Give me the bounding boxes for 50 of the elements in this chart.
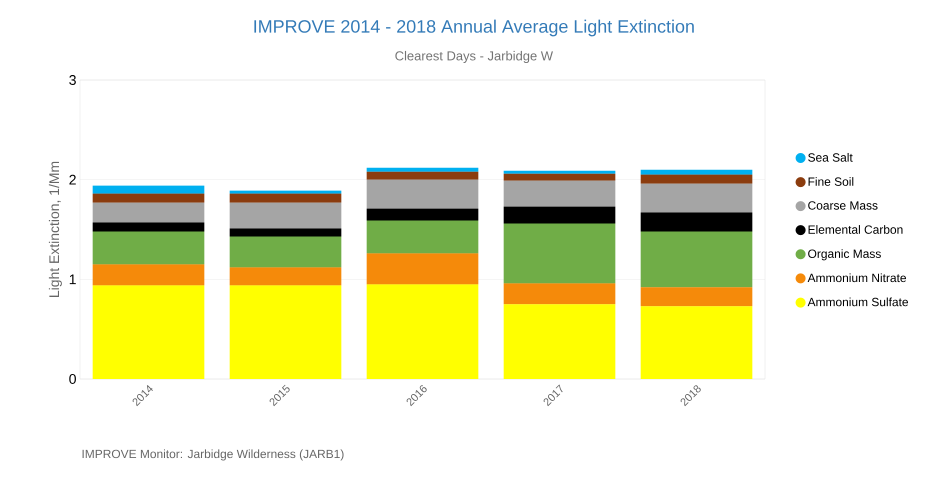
bar [92, 285, 204, 379]
bar [640, 212, 752, 232]
bar [366, 168, 478, 172]
bar [230, 194, 342, 203]
bar [504, 174, 616, 181]
bar [366, 172, 478, 180]
bar [230, 228, 342, 236]
bar [92, 194, 204, 203]
y-tick-label: 0 [69, 374, 76, 384]
legend-label: Ammonium Sulfate [808, 298, 908, 306]
legend-label: Ammonium Nitrate [808, 273, 906, 282]
chart-subtitle: Clearest Days - Jarbidge W [395, 50, 553, 64]
bar [92, 186, 204, 194]
y-tick-label: 1 [70, 274, 76, 284]
bar [92, 202, 204, 223]
legend-label: Sea Salt [808, 152, 853, 162]
bar [504, 170, 616, 174]
legend-label: Organic Mass [808, 249, 881, 260]
bar [504, 180, 616, 207]
bar [504, 304, 616, 379]
legend-label: Coarse Mass [808, 201, 878, 210]
bar [366, 284, 478, 379]
y-tick-label: 3 [69, 75, 76, 85]
legend-label: Fine Soil [808, 177, 854, 186]
legend-label: Elemental Carbon [808, 225, 902, 234]
bar [504, 283, 616, 304]
bar [366, 220, 478, 254]
bar [230, 202, 342, 229]
bar [640, 306, 752, 379]
bar [230, 285, 342, 379]
bar [640, 170, 752, 175]
bar [92, 222, 204, 232]
y-tick-label: 2 [69, 174, 76, 185]
bar [366, 208, 478, 221]
chart-title: IMPROVE 2014 - 2018 Annual Average Light Extinction [254, 20, 694, 36]
bar [230, 236, 342, 268]
bar [92, 264, 204, 286]
bar [230, 190, 342, 194]
bar [366, 180, 478, 209]
bar [640, 287, 752, 306]
bar [230, 267, 342, 286]
text: IMPROVE Monitor: Jarbidge Wilderness (JARB1) [82, 449, 344, 461]
bar [640, 231, 752, 288]
bar [92, 231, 204, 264]
bar [504, 224, 616, 284]
bar [640, 174, 752, 184]
bar [640, 184, 752, 213]
y-axis-title: Light Extinction, 1/Mm [48, 162, 62, 297]
bar [504, 206, 616, 224]
bar [366, 253, 478, 284]
